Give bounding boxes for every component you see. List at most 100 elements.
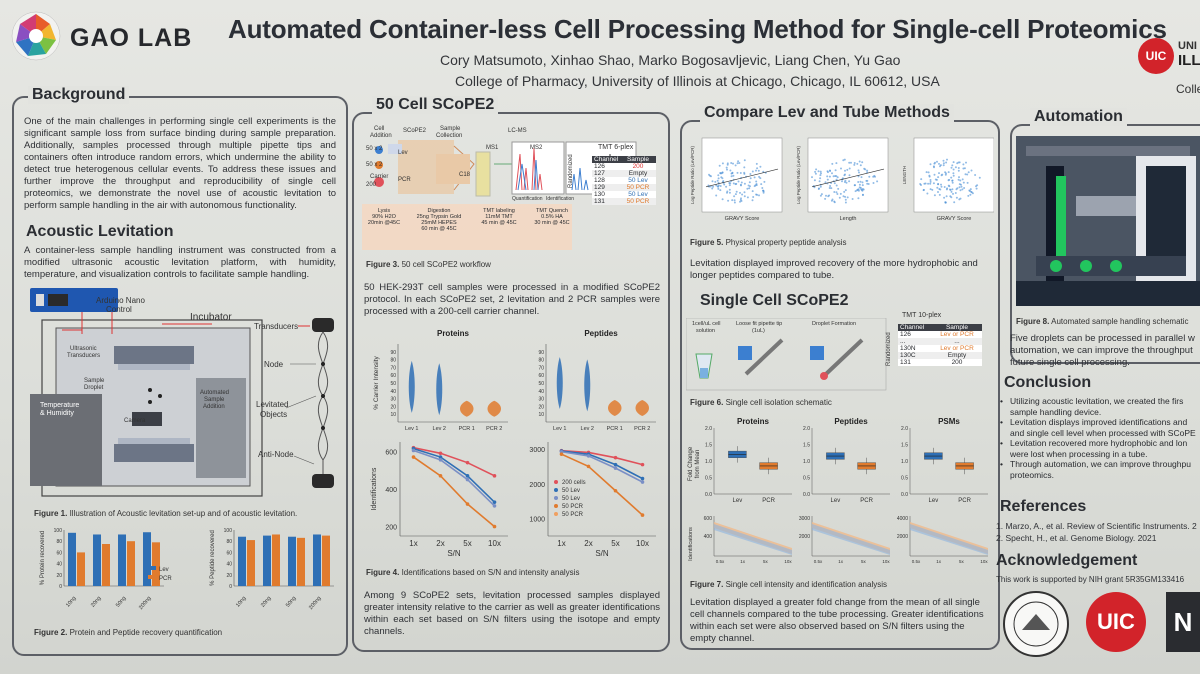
scatter-point bbox=[755, 180, 758, 183]
y-tick-label: 40 bbox=[390, 389, 396, 395]
scatter-point bbox=[926, 192, 929, 195]
scatter-point bbox=[825, 194, 827, 197]
chart-title: Proteins bbox=[437, 329, 470, 338]
tmt6-title: TMT 6-plex bbox=[598, 144, 634, 151]
automated-label-2: Sample bbox=[204, 397, 225, 403]
y-tick-label: 50 bbox=[538, 381, 544, 387]
scatter-point bbox=[867, 183, 870, 185]
x-axis-label: GRAVY Score bbox=[937, 216, 972, 222]
scatter-point bbox=[826, 170, 829, 173]
randomized-label: Randomized bbox=[568, 154, 574, 188]
bar bbox=[77, 552, 85, 586]
scope50-text-1: 50 HEK-293T cell samples were processed … bbox=[364, 282, 660, 317]
carrier-count-label: 200 bbox=[366, 182, 377, 188]
scatter-point bbox=[955, 196, 958, 199]
scatter-point bbox=[717, 184, 720, 187]
series-line bbox=[413, 446, 495, 477]
anti-node-label: Anti-Node bbox=[258, 450, 294, 459]
cell-addition-label-1: Cell bbox=[374, 126, 385, 132]
identification-label: Identification bbox=[546, 196, 575, 202]
workflow-step-title: TMT Quench bbox=[536, 208, 568, 214]
randomized-label-10plex: Randomized bbox=[886, 332, 892, 366]
single-cell-title: Single Cell SCoPE2 bbox=[700, 292, 849, 309]
x-tick-label: 20ng bbox=[260, 595, 272, 608]
scatter-point bbox=[963, 167, 966, 170]
scatter-point bbox=[732, 162, 734, 165]
scatter-point bbox=[719, 185, 722, 187]
legend-swatch bbox=[148, 575, 156, 579]
scatter-point bbox=[721, 177, 724, 180]
ms1-label: MS1 bbox=[486, 145, 499, 151]
scatter-point bbox=[859, 186, 862, 189]
scatter-point bbox=[967, 171, 970, 174]
uic-logo: UIC bbox=[1138, 38, 1174, 74]
uic-wordmark-line2: ILL bbox=[1178, 52, 1200, 69]
scatter-point bbox=[739, 200, 741, 203]
bar bbox=[313, 534, 321, 586]
scatter-point bbox=[857, 188, 860, 191]
control-label: Control bbox=[106, 305, 132, 314]
scatter-point bbox=[833, 201, 836, 204]
tmt6-row-sample: 200 bbox=[632, 163, 644, 170]
y-tick-label: 200 bbox=[385, 525, 397, 532]
ms2-label: MS2 bbox=[530, 145, 543, 151]
data-point bbox=[586, 454, 591, 458]
scatter-point bbox=[920, 178, 923, 181]
y-tick-label: 90 bbox=[538, 350, 544, 356]
workflow-step: TMT Quench 0.5% HA 30 min @ 45C bbox=[528, 208, 576, 232]
step2-label-2: (1uL) bbox=[752, 328, 765, 334]
y-tick-label: 4000 bbox=[897, 516, 908, 522]
y-tick-label: 1.5 bbox=[705, 443, 712, 449]
x-tick-label: PCR 2 bbox=[486, 426, 502, 432]
y-tick-label: 2.0 bbox=[705, 426, 712, 432]
scatter-point bbox=[950, 176, 953, 179]
y-tick-label: 20 bbox=[56, 573, 62, 579]
x-tick-label: 50ng bbox=[115, 595, 127, 608]
scatter-point bbox=[752, 196, 755, 198]
scatter-point bbox=[833, 191, 836, 193]
y-tick-label: 1.0 bbox=[803, 459, 810, 465]
temperature-label: Temperature bbox=[40, 402, 80, 409]
scatter-point bbox=[951, 188, 954, 191]
y-tick-label: 3000 bbox=[529, 447, 545, 454]
scatter-point bbox=[731, 199, 734, 202]
scatter-point bbox=[818, 180, 821, 183]
scatter-point bbox=[718, 164, 721, 167]
scatter-point bbox=[732, 174, 735, 177]
scatter-point bbox=[953, 201, 956, 204]
scatter-point bbox=[716, 179, 719, 182]
scatter-point bbox=[874, 175, 876, 178]
step2-label-1: Loose fit pipette tip bbox=[736, 321, 783, 327]
scatter-point bbox=[866, 182, 869, 185]
acoustic-levitation-title: Acoustic Levitation bbox=[26, 223, 174, 240]
conclusion-item: • Levitation recovered more hydrophobic a… bbox=[1000, 438, 1188, 459]
affiliation: College of Pharmacy, University of Illin… bbox=[455, 73, 940, 89]
scatter-point bbox=[944, 201, 947, 204]
scatter-point bbox=[933, 173, 936, 176]
figure-2-caption: Figure 2. Protein and Peptide recovery q… bbox=[34, 628, 223, 637]
tmt10-row-sample: 200 bbox=[951, 359, 963, 366]
scatter-point bbox=[856, 162, 859, 165]
workflow-step-title: TMT labeling bbox=[483, 208, 515, 214]
scatter-point bbox=[872, 182, 875, 184]
scatter-point bbox=[954, 192, 957, 194]
step1-label-1: 1cell/uL cell bbox=[692, 321, 721, 327]
data-point bbox=[640, 462, 645, 467]
scatter-point bbox=[755, 193, 758, 196]
bar bbox=[152, 542, 160, 586]
acknowledgement-title: Acknowledgement bbox=[996, 552, 1138, 569]
bar bbox=[127, 541, 135, 586]
x-tick-label: 1x bbox=[409, 539, 417, 548]
scatter-point bbox=[858, 171, 860, 174]
scatter-point bbox=[721, 171, 724, 174]
tmt10-row-channel: 126 bbox=[900, 331, 911, 338]
data-point bbox=[559, 452, 564, 456]
scatter-point bbox=[817, 170, 820, 173]
automation-photo bbox=[1016, 136, 1200, 306]
workflow-step-line: 11mM TMT bbox=[485, 214, 513, 220]
y-tick-label: 60 bbox=[226, 550, 232, 556]
scatter-point bbox=[940, 185, 943, 188]
violin bbox=[635, 399, 649, 416]
scatter-point bbox=[743, 182, 746, 185]
scatter-point bbox=[929, 163, 932, 166]
